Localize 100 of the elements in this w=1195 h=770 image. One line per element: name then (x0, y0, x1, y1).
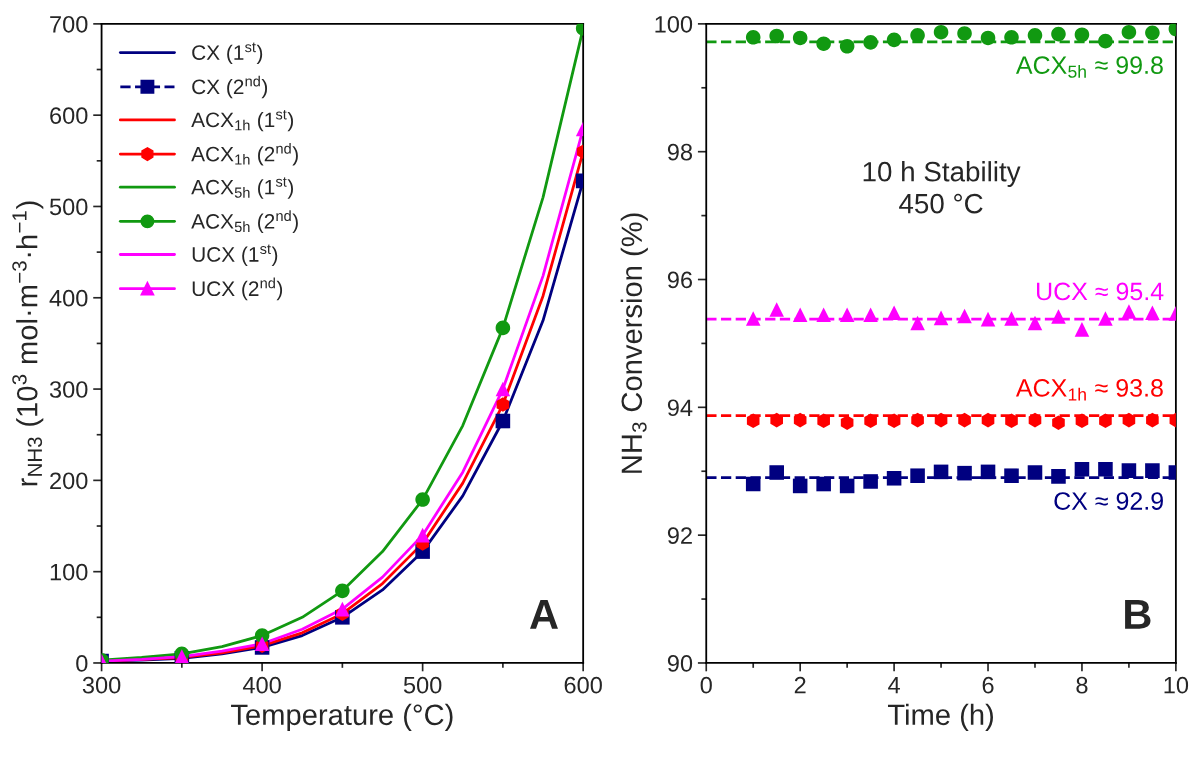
point (769, 28, 784, 44)
point (1145, 305, 1160, 321)
legend-label: UCX (1$^{st}$) (192, 244, 278, 266)
point (1145, 25, 1160, 41)
y-tick-label: 500 (49, 198, 88, 216)
y-tick-label: 300 (49, 381, 88, 398)
point (769, 465, 784, 480)
x-tick-label: 500 (403, 676, 442, 694)
point (816, 307, 831, 322)
point (816, 476, 831, 492)
point (1027, 28, 1043, 43)
y-tick-label: 92 (667, 527, 692, 544)
point (746, 413, 760, 429)
point (864, 413, 877, 429)
point (1146, 412, 1159, 428)
point (1074, 322, 1090, 337)
y-tick-label: 700 (50, 15, 88, 33)
x-axis-title: Time (h) (887, 703, 993, 731)
point (839, 478, 855, 494)
point (792, 307, 808, 322)
point (792, 30, 808, 46)
y-tick-label: 96 (667, 271, 693, 289)
ref-line-label: ACX$_{1h}$ ≈ 93.8 (1015, 379, 1163, 401)
y-tick-label: 100 (50, 563, 88, 581)
point (1028, 412, 1042, 428)
point (1098, 462, 1113, 477)
legend-label: CX (1$^{st}$) (192, 42, 263, 65)
point (745, 476, 761, 492)
x-tick-label: 6 (982, 676, 994, 694)
y-tick-label: 600 (50, 107, 88, 124)
x-axis-title: Temperature (°C) (231, 703, 453, 731)
legend-label: UCX (2$^{nd}$) (192, 277, 283, 301)
ref-line-label: UCX ≈ 95.4 (1037, 282, 1164, 301)
x-tick-label: 600 (564, 676, 602, 694)
text: r$_{NH3}$ (10$^{3}$ mol·m$^{−3}$·h$^{−1}$) (12, 201, 44, 486)
point (863, 307, 878, 322)
point (863, 35, 878, 50)
point (495, 413, 511, 429)
y-axis-title: NH$_{3}$ Conversion (%) (620, 213, 648, 473)
point (1098, 311, 1113, 326)
point (911, 412, 924, 428)
annotation: B (1125, 600, 1151, 629)
x-tick-label: 400 (242, 676, 281, 694)
annotation: 10 h Stability 450 °C (863, 161, 1021, 214)
y-tick-label: 0 (76, 655, 88, 672)
point (839, 307, 855, 322)
point (886, 305, 902, 321)
point (793, 412, 807, 428)
point (1074, 462, 1090, 477)
point (1027, 465, 1043, 480)
point (817, 413, 830, 429)
point (1005, 413, 1018, 429)
point (745, 30, 761, 45)
point (1051, 309, 1066, 324)
point (839, 38, 855, 54)
point (886, 32, 902, 48)
point (980, 311, 996, 327)
point (980, 30, 996, 46)
point (1052, 415, 1065, 430)
point (1145, 463, 1160, 478)
point (1004, 468, 1019, 483)
point (415, 527, 430, 543)
point (1051, 469, 1066, 484)
ref-line-label: ACX$_{5h}$ ≈ 99.8 (1015, 56, 1163, 78)
point (957, 465, 972, 481)
point (957, 308, 972, 324)
legend-label: CX (2$^{nd}$) (192, 75, 268, 99)
y-tick-label: 200 (50, 472, 88, 490)
point (1027, 315, 1043, 331)
point (887, 413, 901, 429)
point (816, 36, 831, 51)
legend-label: ACX$_{5h}$ (1$^{st}$) (191, 177, 293, 199)
y-tick-label: 98 (667, 143, 693, 161)
point (792, 478, 808, 494)
x-tick-label: 300 (82, 676, 121, 694)
x-tick-label: 4 (888, 677, 900, 694)
x-tick-label: 0 (700, 676, 712, 694)
point (1121, 304, 1137, 319)
point (933, 310, 949, 326)
point (910, 28, 925, 43)
legend-label: ACX$_{1h}$ (1$^{st}$) (191, 109, 293, 132)
point (1122, 412, 1136, 428)
point (1121, 463, 1137, 478)
point (1098, 33, 1113, 49)
point (910, 468, 925, 483)
legend-label: ACX$_{1h}$ (2$^{nd}$) (191, 143, 298, 166)
y-tick-label: 94 (667, 399, 693, 417)
point (495, 320, 511, 336)
legend-label: ACX$_{5h}$ (2$^{nd}$) (191, 210, 298, 233)
point (1004, 30, 1019, 45)
point (1121, 24, 1137, 40)
point (415, 492, 430, 507)
x-tick-label: 10 (1164, 676, 1189, 694)
point (958, 412, 971, 428)
point (1075, 413, 1089, 429)
point (886, 470, 902, 486)
x-tick-label: 2 (794, 676, 806, 694)
y-tick-label: 90 (667, 655, 693, 672)
point (933, 464, 949, 480)
y-tick-label: 100 (655, 15, 693, 33)
